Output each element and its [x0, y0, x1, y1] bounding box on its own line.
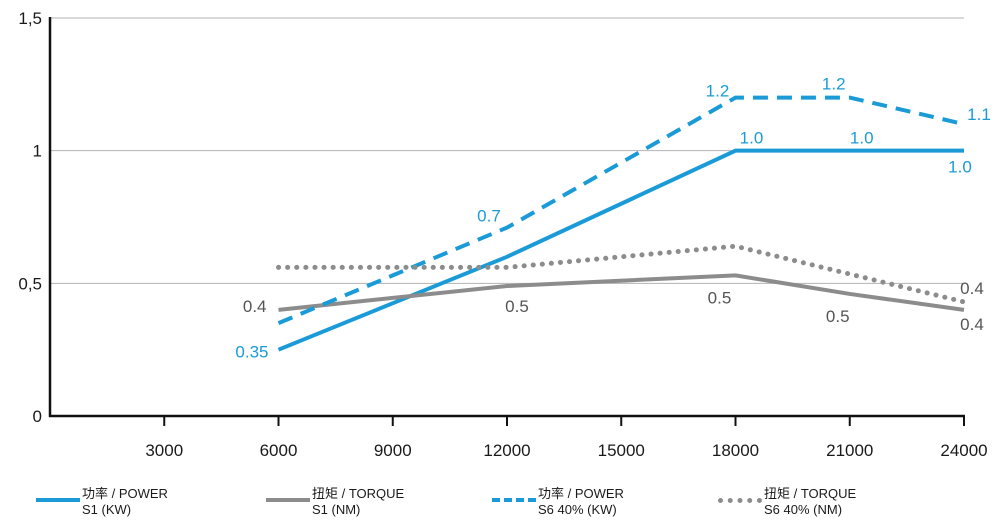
series-line-4 — [276, 243, 967, 305]
data-label: 1.1 — [967, 105, 991, 124]
legend-label: 功率 / POWER S1 (KW) — [82, 486, 168, 518]
data-label: 0.4 — [960, 279, 984, 298]
data-label: 0.7 — [477, 207, 501, 226]
legend-label-line1: 功率 / POWER — [538, 486, 624, 501]
data-label: 1.0 — [740, 129, 764, 148]
data-label: 1.0 — [850, 129, 874, 148]
data-labels: 0.35 1.0 1.0 1.0 0.4 0.5 0.5 0.5 0.4 0.7 1.2 1.2 1.1… — [235, 75, 990, 362]
y-tick-label: 1 — [33, 142, 42, 161]
x-tick-label: 12000 — [483, 441, 530, 460]
legend-swatch — [266, 498, 310, 502]
legend-swatch — [718, 498, 762, 503]
data-label: 0.5 — [826, 307, 850, 326]
legend-label: 扭矩 / TORQUE S6 40% (NM) — [764, 486, 856, 518]
data-label: 0.5 — [505, 297, 529, 316]
series-line-1 — [277, 148, 964, 352]
data-label: 0.5 — [708, 288, 732, 307]
legend-swatch — [36, 498, 80, 502]
legend-label: 功率 / POWER S6 40% (KW) — [538, 486, 624, 518]
data-label: 1.2 — [822, 75, 846, 94]
x-tick-label: 24000 — [940, 441, 987, 460]
y-tick-label: 0 — [33, 407, 42, 426]
x-tick-label: 15000 — [598, 441, 645, 460]
series-lines — [276, 95, 967, 352]
x-tick-labels: 3000 6000 9000 12000 15000 18000 21000 24000 — [145, 441, 987, 460]
legend-label-line1: 功率 / POWER — [82, 486, 168, 501]
y-tick-label: 1,5 — [18, 9, 42, 28]
data-label: 1.2 — [706, 82, 730, 101]
x-tick-label: 18000 — [712, 441, 759, 460]
axes — [48, 17, 965, 426]
data-label: 0.4 — [960, 315, 984, 334]
legend-label-line2: S1 (NM) — [312, 502, 361, 517]
data-label: 0.4 — [243, 297, 267, 316]
legend-label-line1: 扭矩 / TORQUE — [764, 486, 857, 501]
legend-label-line2: S6 40% (NM) — [764, 502, 843, 517]
y-tick-labels: 0 0,5 1 1,5 — [18, 9, 42, 426]
legend-label-line2: S6 40% (KW) — [538, 502, 617, 517]
legend-label-line2: S1 (KW) — [82, 502, 132, 517]
x-tick-label: 6000 — [260, 441, 298, 460]
legend-label-line1: 扭矩 / TORQUE — [312, 486, 405, 501]
series-line-2 — [278, 273, 965, 312]
data-label: 1.0 — [948, 158, 972, 177]
data-label: 0.35 — [235, 343, 268, 362]
legend-swatch — [492, 498, 536, 502]
x-tick-label: 3000 — [145, 441, 183, 460]
x-tick-label: 9000 — [374, 441, 412, 460]
y-tick-label: 0,5 — [18, 274, 42, 293]
series-line-3 — [277, 95, 965, 325]
legend-label: 扭矩 / TORQUE S1 (NM) — [312, 486, 404, 518]
x-tick-label: 21000 — [826, 441, 873, 460]
